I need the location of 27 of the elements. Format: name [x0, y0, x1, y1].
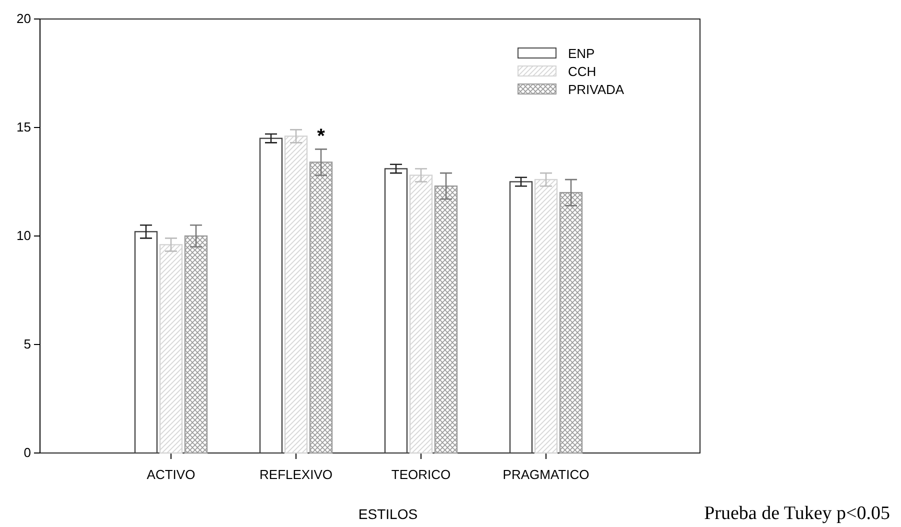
y-tick-label: 0 [24, 445, 31, 460]
x-tick-label: TEORICO [391, 466, 451, 482]
bar [384, 168, 408, 454]
x-tick-label: ACTIVO [146, 466, 196, 482]
bar [309, 162, 333, 454]
bar [434, 185, 458, 454]
bar [159, 244, 183, 454]
y-tick-label: 15 [16, 120, 31, 135]
x-tick-label: PRAGMATICO [502, 466, 590, 482]
legend-label: ENP [568, 46, 595, 61]
bar [534, 178, 558, 454]
annotation: * [317, 126, 326, 148]
legend-label: PRIVADA [568, 82, 624, 97]
bar [259, 138, 283, 454]
y-tick-label: 10 [16, 228, 31, 244]
y-tick-label: 20 [16, 11, 31, 26]
text: Prueba de Tukey p<0.05 [704, 503, 890, 524]
bar [184, 235, 208, 454]
bar [284, 136, 308, 454]
legend-label: CCH [568, 64, 596, 79]
x-axis-title: ESTILOS [358, 506, 418, 522]
x-tick-label: REFLEXIVO [260, 466, 332, 482]
bar [134, 231, 158, 454]
bar [409, 174, 433, 454]
bar [559, 192, 583, 454]
bar [509, 181, 533, 454]
y-tick-label: 5 [24, 336, 31, 352]
